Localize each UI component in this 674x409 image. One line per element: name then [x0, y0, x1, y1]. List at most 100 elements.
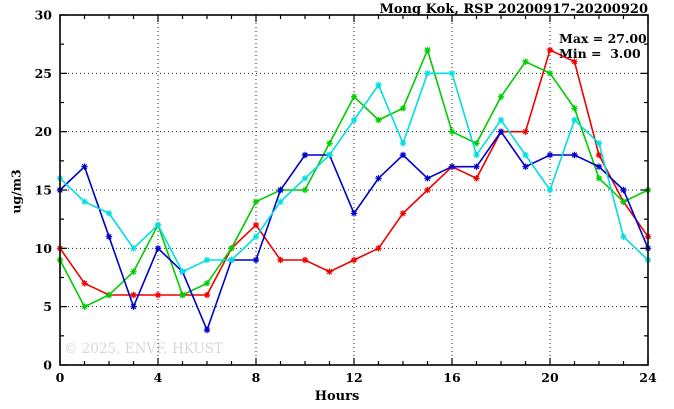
marker-day-2-green	[595, 175, 603, 182]
marker-day-1-red	[154, 291, 162, 299]
marker-day-3-blue	[203, 326, 211, 334]
marker-day-2-green	[399, 105, 407, 112]
marker-day-2-green	[473, 140, 480, 147]
marker-day-2-green	[620, 198, 627, 205]
marker-day-2-green	[105, 291, 113, 299]
marker-day-2-green	[424, 46, 431, 54]
marker-day-1-red	[203, 291, 211, 299]
y-tick-label: 20	[35, 124, 53, 139]
marker-day-4-cyan	[105, 210, 113, 217]
marker-day-3-blue	[424, 175, 431, 182]
marker-day-3-blue	[105, 233, 113, 240]
tick-labels: 0 5 10 15 20 25 30 0 4 8 12 16 20 24	[35, 8, 657, 386]
marker-day-1-red	[301, 256, 309, 264]
marker-day-4-cyan	[179, 268, 186, 275]
marker-day-2-green	[252, 198, 260, 205]
x-tick-label: 4	[154, 370, 163, 385]
marker-day-3-blue	[350, 210, 358, 217]
marker-day-1-red	[595, 151, 603, 159]
marker-day-4-cyan	[448, 70, 456, 77]
marker-day-4-cyan	[81, 198, 88, 205]
marker-day-4-cyan	[154, 221, 162, 229]
marker-day-3-blue	[375, 175, 382, 182]
x-axis-label: Hours	[314, 389, 360, 404]
y-tick-label: 30	[35, 8, 53, 23]
y-tick-label: 15	[35, 183, 52, 198]
marker-day-4-cyan	[326, 151, 333, 159]
y-tick-label: 5	[43, 299, 52, 314]
marker-day-2-green	[448, 128, 456, 135]
marker-day-4-cyan	[571, 116, 578, 124]
marker-day-1-red	[350, 256, 358, 264]
x-tick-label: 0	[56, 370, 65, 385]
stats-annotation: Max = 27.00 Min = 3.00	[559, 31, 647, 61]
marker-day-3-blue	[546, 151, 554, 159]
marker-day-4-cyan	[228, 256, 235, 264]
marker-day-1-red	[571, 58, 578, 65]
marker-day-4-cyan	[375, 81, 382, 89]
marker-day-1-red	[546, 46, 554, 54]
marker-day-3-blue	[130, 303, 137, 310]
marker-day-1-red	[375, 245, 382, 252]
x-tick-label: 20	[541, 370, 559, 385]
max-value-label: Max = 27.00	[559, 31, 647, 46]
marker-day-3-blue	[252, 256, 260, 264]
marker-day-4-cyan	[252, 233, 260, 240]
marker-day-4-cyan	[424, 70, 431, 77]
marker-day-1-red	[252, 221, 260, 229]
marker-day-3-blue	[497, 128, 505, 135]
series-line-day-2-green	[59, 47, 649, 308]
marker-day-1-red	[522, 128, 529, 135]
marker-day-3-blue	[277, 186, 284, 194]
marker-day-4-cyan	[546, 186, 554, 194]
marker-day-1-red	[399, 210, 407, 217]
marker-day-2-green	[497, 93, 505, 100]
min-value-label: Min = 3.00	[559, 46, 641, 61]
series-day-2-green	[56, 46, 652, 310]
gridlines	[60, 15, 648, 365]
marker-day-2-green	[546, 70, 554, 77]
marker-day-3-blue	[620, 186, 627, 194]
marker-day-4-cyan	[301, 175, 309, 182]
series-day-1-red	[56, 46, 652, 299]
series-day-4-cyan	[56, 70, 652, 275]
x-tick-label: 12	[345, 370, 362, 385]
marker-day-4-cyan	[522, 151, 529, 159]
marker-day-3-blue	[595, 163, 603, 170]
y-tick-label: 25	[35, 66, 52, 81]
marker-day-3-blue	[522, 163, 529, 170]
marker-day-2-green	[350, 93, 358, 100]
marker-day-1-red	[277, 256, 284, 264]
marker-day-4-cyan	[595, 140, 603, 147]
x-tick-label: 8	[252, 370, 261, 385]
y-tick-label: 0	[43, 358, 52, 373]
marker-day-4-cyan	[620, 233, 627, 240]
marker-day-2-green	[571, 105, 578, 112]
marker-day-1-red	[473, 175, 480, 182]
marker-day-4-cyan	[130, 245, 137, 252]
marker-day-3-blue	[154, 245, 162, 252]
marker-day-2-green	[228, 245, 235, 252]
chart-title: Mong Kok, RSP 20200917-20200920	[379, 2, 649, 17]
marker-day-4-cyan	[277, 198, 284, 205]
axes	[59, 14, 649, 366]
marker-day-2-green	[326, 140, 333, 147]
x-tick-label: 16	[443, 370, 461, 385]
marker-day-2-green	[179, 291, 186, 299]
marker-day-2-green	[130, 268, 137, 275]
marker-day-3-blue	[81, 163, 88, 170]
marker-day-2-green	[375, 116, 382, 124]
marker-day-3-blue	[301, 151, 309, 159]
marker-day-1-red	[130, 291, 137, 299]
marker-day-2-green	[81, 303, 88, 310]
marker-day-2-green	[522, 58, 529, 65]
marker-day-3-blue	[399, 151, 407, 159]
marker-day-3-blue	[448, 163, 456, 170]
watermark: © 2025, ENVF, HKUST	[64, 341, 224, 357]
y-tick-label: 10	[35, 241, 53, 256]
marker-day-2-green	[301, 186, 309, 194]
marker-day-3-blue	[571, 151, 578, 159]
marker-day-1-red	[81, 280, 88, 287]
